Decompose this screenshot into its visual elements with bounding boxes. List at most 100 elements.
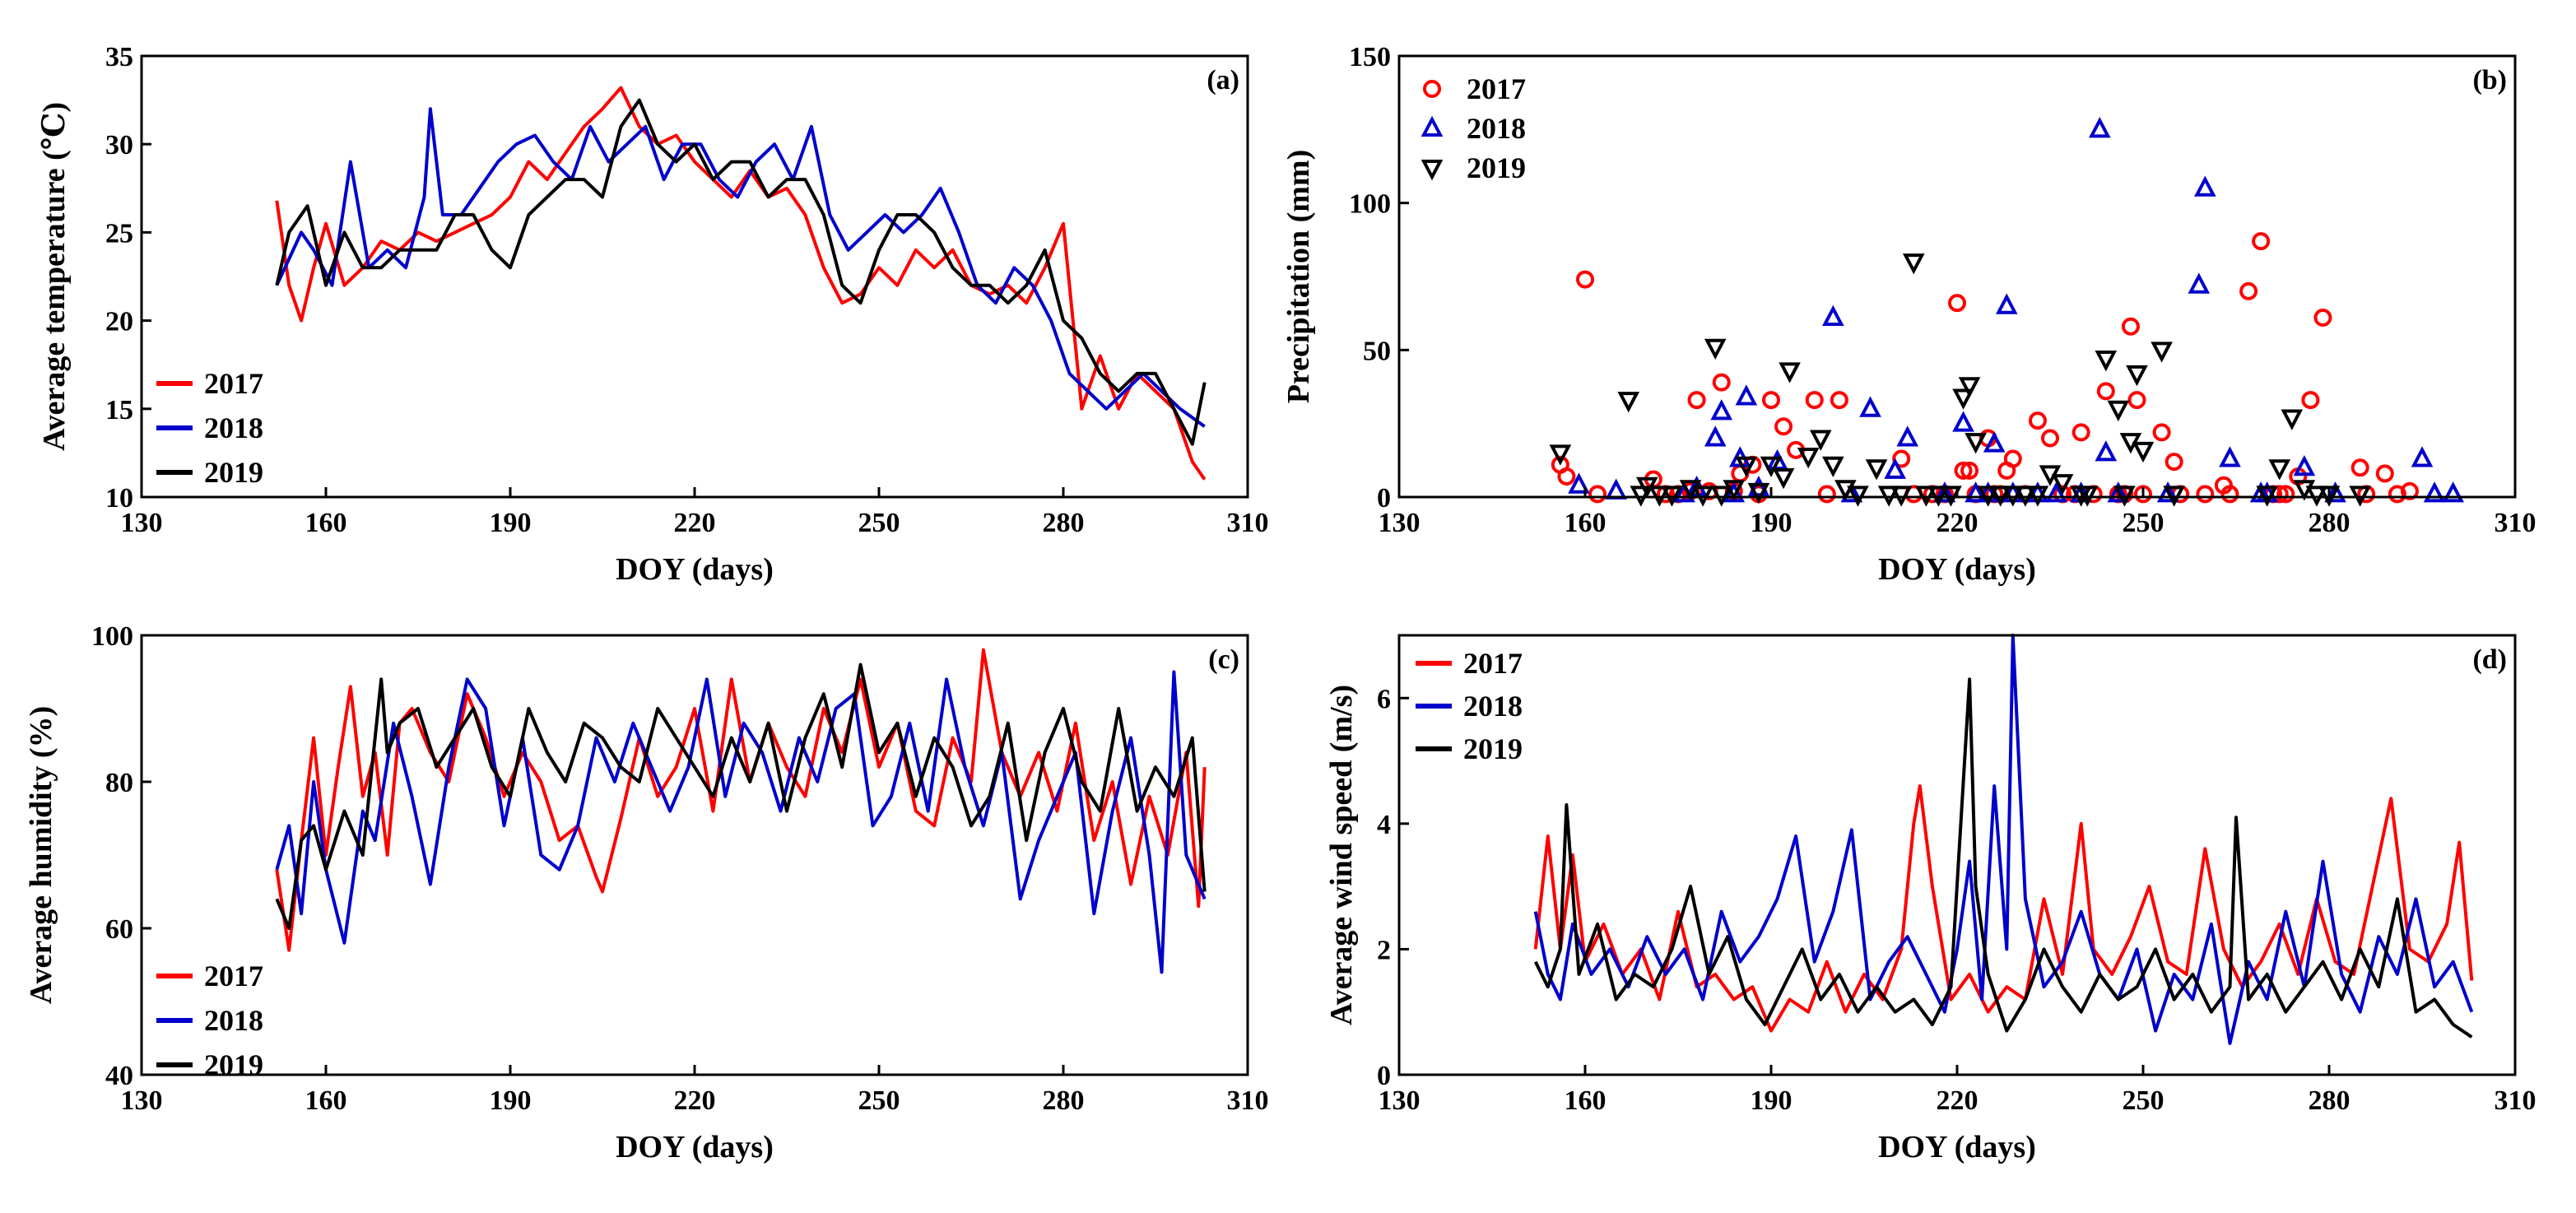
panel-b-x-tick-label: 160	[1565, 508, 1607, 538]
panel-b-point-2019	[1865, 459, 1888, 481]
panel-b-point-2018	[2324, 481, 2346, 503]
panel-b-legend-marker-2018	[1421, 115, 1444, 137]
panel-b-point-2019	[1902, 253, 1925, 275]
panel-a-y-tick-label: 25	[105, 218, 133, 249]
panel-b-point-2018	[2156, 481, 2179, 503]
panel-b-point-2017	[2313, 309, 2332, 328]
panel-b-point-2017	[2350, 458, 2369, 477]
panel-b-point-2019	[2002, 486, 2025, 507]
panel-b-point-2017	[1960, 461, 1979, 480]
panel-c-line-2017	[275, 648, 1207, 952]
panel-c-tag: (c)	[1208, 644, 1239, 675]
panel-b-point-2017	[2196, 485, 2215, 504]
panel-b-point-2018	[2194, 175, 2216, 197]
panel-a-legend-label-2018: 2018	[204, 411, 263, 444]
panel-c-y-axis-title: Average humidity (%)	[24, 706, 58, 1004]
panel-b-point-2019	[2095, 351, 2118, 372]
panel-b-point-2018	[2045, 481, 2067, 503]
panel-b-point-2017	[2301, 391, 2320, 410]
panel-b-x-tick-label: 190	[1751, 508, 1793, 538]
panel-b-point-2019	[1940, 486, 1962, 507]
panel-a-legend-item-2018: 2018	[156, 411, 263, 444]
panel-c-series-2017	[275, 648, 1207, 952]
panel-a-y-tick-label: 10	[105, 483, 133, 514]
panel-b-point-2018	[1747, 475, 1770, 497]
panel-b-point-2019	[1809, 430, 1832, 451]
panel-b-point-2017	[2276, 485, 2295, 504]
panel-c-legend-item-2019: 2019	[156, 1048, 263, 1081]
panel-d-x-tick-label: 250	[2123, 1085, 2164, 1116]
panel-b-point-2018	[2293, 454, 2316, 476]
panel-b-point-2019	[2268, 459, 2291, 481]
panel-b-point-2018	[2107, 481, 2130, 503]
panel-b-point-2019	[2151, 342, 2173, 363]
panel-b-point-2017	[2096, 382, 2115, 401]
panel-b-x-tick-label: 130	[1379, 508, 1421, 538]
panel-d-series-2019	[1533, 677, 2473, 1039]
panel-b-point-2019	[1779, 362, 1801, 383]
panel-b-point-2018	[2442, 481, 2464, 503]
panel-b-point-2017	[1817, 485, 1836, 504]
panel-b-point-2017	[1830, 391, 1848, 410]
panel-c-y-tick-label: 100	[91, 621, 133, 652]
panel-b-point-2017	[2239, 281, 2258, 300]
panel-b-point-2019	[2349, 486, 2371, 507]
panel-c-y-tick-label: 60	[105, 914, 133, 945]
panel-b-point-2019	[2305, 486, 2328, 507]
panel-b-point-2019	[1617, 392, 1640, 413]
panel-a-legend-item-2017: 2017	[156, 367, 263, 400]
panel-b-point-2017	[1687, 391, 1706, 410]
panel-c-legend-label-2017: 2017	[204, 960, 263, 992]
panel-b-point-2018	[1933, 481, 1956, 503]
panel-b-legend-item-2018: 2018	[1421, 112, 1526, 145]
panel-b-point-2017	[2003, 449, 2022, 468]
panel-b-point-2019	[1772, 467, 1795, 490]
panel-c-x-tick-label: 280	[1043, 1085, 1085, 1116]
panel-d-legend-item-2019: 2019	[1416, 732, 1523, 765]
panel-c-x-tick-label: 310	[1227, 1085, 1269, 1116]
panel-b-point-2017	[1557, 467, 1576, 486]
panel-b-point-2018	[1822, 304, 1844, 327]
panel-b-point-2018	[1710, 399, 1733, 421]
panel-b-point-2019	[2256, 486, 2278, 507]
panel-b-point-2019	[2107, 400, 2130, 422]
panel-a-line-2019	[275, 98, 1207, 446]
panel-b-point-2019	[2026, 486, 2049, 507]
panel-b-tag: (b)	[2472, 65, 2507, 95]
panel-c-x-tick-label: 130	[121, 1085, 163, 1116]
panel-c-series-2018	[275, 670, 1207, 974]
panel-d-y-tick-label: 6	[1377, 684, 1391, 714]
panel-b-point-2018	[1568, 472, 1590, 494]
panel-d-x-tick-label: 310	[2495, 1085, 2536, 1116]
panel-b-series-2019	[1549, 253, 2371, 507]
panel-b-point-2018	[1884, 458, 1906, 479]
panel-b-point-2019	[2281, 409, 2304, 430]
panel-b-point-2017	[1892, 449, 1911, 468]
panel-a-legend-item-2019: 2019	[156, 456, 263, 489]
panel-c-x-tick-label: 220	[674, 1085, 716, 1116]
panel-b-y-axis-title: Precipitation (mm)	[1281, 150, 1316, 404]
panel-b-point-2019	[1965, 433, 1987, 454]
panel-a-legend-label-2019: 2019	[204, 456, 263, 489]
panel-a-y-axis-title: Average temperature (℃)	[37, 102, 72, 451]
panel-c-humidity: 130 160 190 220 250 280 310 40 60 80 100 DOY (days)…	[24, 621, 1269, 1164]
panel-b-y-tick-label: 150	[1349, 42, 1391, 72]
panel-b-point-2017	[2252, 232, 2271, 251]
panel-b-point-2018	[1605, 478, 1627, 500]
panel-a-x-tick-label: 130	[121, 508, 163, 538]
panel-b-point-2019	[1549, 444, 1572, 466]
panel-b-x-axis-title: DOY (days)	[1878, 552, 2036, 587]
panel-d-x-tick-label: 280	[2309, 1085, 2350, 1116]
panel-b-point-2019	[1797, 447, 1820, 469]
panel-d-line-2019	[1533, 677, 2473, 1039]
panel-b-point-2019	[1710, 486, 1733, 507]
panel-d-x-tick-label: 190	[1751, 1085, 1793, 1116]
panel-b-point-2019	[2113, 486, 2136, 507]
panel-a-series-2018	[275, 107, 1206, 428]
panel-c-x-tick-label: 160	[305, 1085, 347, 1116]
panel-b-point-2019	[1648, 486, 1671, 507]
panel-b-point-2018	[2188, 272, 2211, 294]
panel-b-point-2018	[2088, 117, 2111, 138]
panel-b-precipitation: 130 160 190 220 250 280 310 0 50 100 150 DOY (days)…	[1281, 42, 2536, 587]
